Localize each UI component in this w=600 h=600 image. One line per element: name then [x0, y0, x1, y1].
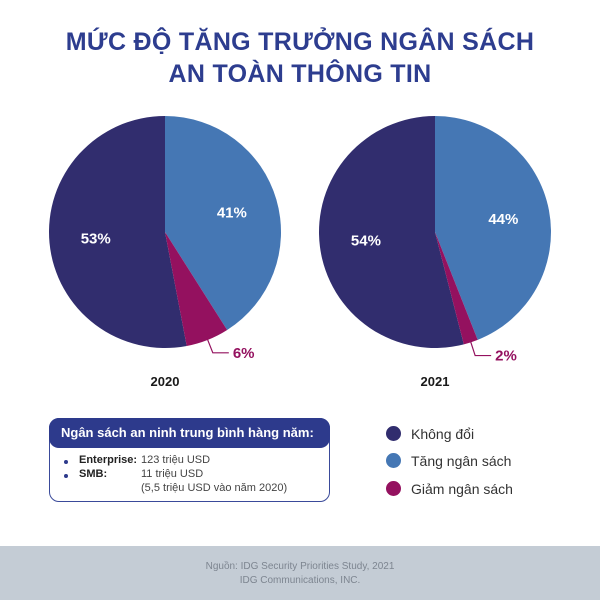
pie-2020-leader-line-decrease	[204, 332, 229, 354]
pie-2021-label-unchanged: 54%	[351, 233, 381, 250]
pie-2021-label-increase: 44%	[488, 211, 518, 228]
pie-2020-label-decrease: 6%	[233, 345, 255, 362]
enterprise-label: Enterprise:	[79, 454, 138, 466]
enterprise-value: 123 triệu USD	[141, 454, 211, 466]
bullet-smb	[64, 474, 68, 478]
legend-label-decrease: Giảm ngân sách	[411, 481, 513, 497]
legend-label-unchanged: Không đổi	[411, 426, 475, 442]
pie-2021-slice-decrease	[435, 232, 478, 345]
legend-dot-decrease	[386, 481, 401, 496]
smb-note: (5,5 triệu USD vào năm 2020)	[141, 482, 288, 494]
legend-dot-increase	[386, 453, 401, 468]
pie-2020-slice-unchanged	[48, 116, 187, 348]
smb-label: SMB:	[79, 468, 108, 480]
year-label-2021: 2021	[420, 374, 450, 389]
pie-2021-slice-unchanged	[318, 116, 464, 348]
pie-2021-leader-line-decrease	[467, 334, 492, 357]
pie-2020: 53% 41% 6%	[48, 116, 281, 362]
pie-2020-label-unchanged: 53%	[81, 231, 111, 248]
year-label-2020: 2020	[150, 374, 180, 389]
pie-2021-slice-increase	[435, 116, 551, 340]
bullet-enterprise	[64, 460, 68, 464]
chart-title-line2: AN TOÀN THÔNG TIN	[168, 60, 432, 88]
budget-panel-heading: Ngân sách an ninh trung bình hàng năm:	[49, 418, 330, 448]
smb-value: 11 triệu USD	[141, 468, 204, 480]
legend-dot-unchanged	[386, 426, 401, 441]
footer-source: Nguồn: IDG Security Priorities Study, 20…	[205, 561, 395, 572]
chart-title-line1: MỨC ĐỘ TĂNG TRƯỞNG NGÂN SÁCH	[65, 28, 535, 56]
footer-bar	[0, 546, 600, 600]
pie-2020-slice-decrease	[165, 232, 228, 346]
pie-2020-label-increase: 41%	[217, 205, 247, 222]
footer-org: IDG Communications, INC.	[239, 575, 361, 586]
pie-2021-label-decrease: 2%	[495, 348, 517, 365]
legend-label-increase: Tăng ngân sách	[411, 453, 512, 469]
pie-2021: 54% 44% 2%	[318, 116, 551, 365]
pie-2020-slice-increase	[165, 116, 281, 330]
